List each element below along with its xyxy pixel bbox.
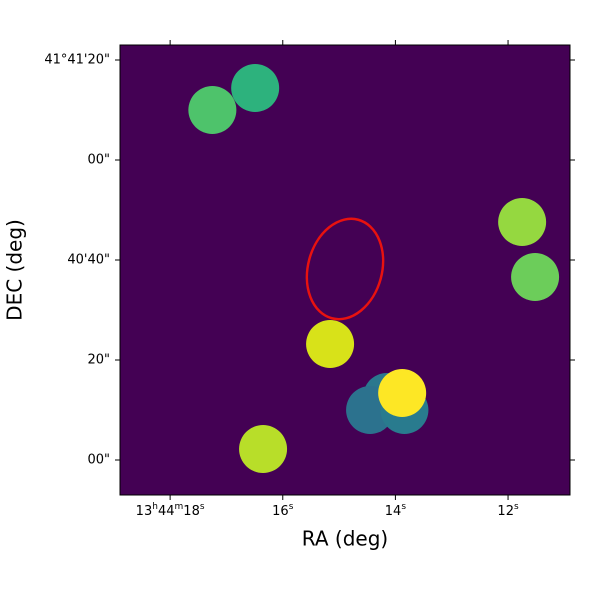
x-tick-label: 14s <box>385 502 407 519</box>
source-point <box>511 253 560 301</box>
source-point <box>239 425 288 473</box>
x-tick-label: 16s <box>272 502 294 519</box>
source-point <box>188 86 237 134</box>
y-tick-label: 40'40" <box>67 253 110 268</box>
x-axis-label: RA (deg) <box>302 527 388 551</box>
frame <box>119 44 571 496</box>
y-tick-label: 20" <box>87 353 110 368</box>
source-point <box>498 198 547 246</box>
y-tick-label: 41°41'20" <box>44 53 110 68</box>
x-tick-label: 12s <box>497 502 519 519</box>
image-background <box>120 45 570 495</box>
source-point <box>378 369 427 417</box>
source-point <box>231 64 280 112</box>
x-tick-label: 13h44m18s <box>136 502 205 519</box>
y-tick-label: 00" <box>87 453 110 468</box>
source-point <box>306 320 355 368</box>
region-ellipse <box>305 217 385 321</box>
y-tick-label: 00" <box>87 153 110 168</box>
y-axis-label: DEC (deg) <box>3 219 27 321</box>
